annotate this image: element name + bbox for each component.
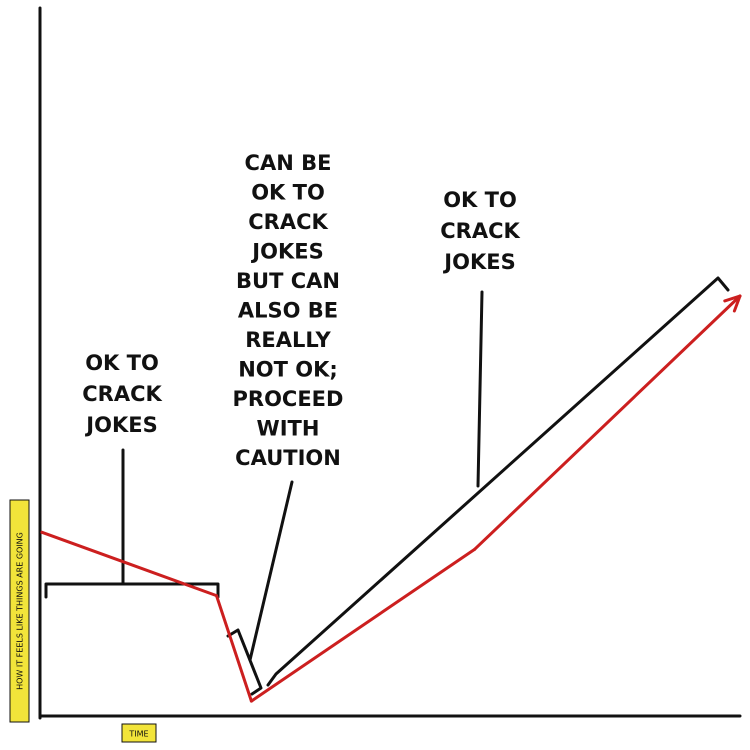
data-point-0 (40, 530, 44, 534)
annotation-line: OK TO (85, 351, 159, 375)
data-point-1 (215, 594, 218, 598)
annotation-proceed-with-caution: CAN BE OK TO CRACK JOKES BUT CAN ALSO BE REALL… (233, 151, 344, 470)
annotation-ok-to-crack-jokes-left: OK TO CRACK JOKES (82, 351, 162, 437)
annotation-line: CRACK (248, 210, 328, 234)
annotation-line: OK TO (443, 188, 517, 212)
x-axis-label: TIME (121, 723, 157, 743)
data-point-3 (473, 547, 477, 551)
brace-segment-1 (44, 448, 220, 599)
brace-segment-3 (266, 276, 730, 687)
annotation-line: JOKES (84, 413, 157, 437)
x-axis-label-text: TIME (128, 730, 148, 739)
arrow-head (723, 294, 742, 313)
annotation-line: JOKES (250, 240, 323, 264)
annotation-line: WITH (257, 417, 320, 441)
brace-segment-2 (226, 480, 294, 696)
data-point-2 (249, 699, 253, 703)
annotation-ok-to-crack-jokes-right: OK TO CRACK JOKES (440, 188, 520, 274)
annotation-line: PROCEED (233, 387, 344, 411)
annotation-line: CAN BE (245, 151, 332, 175)
y-axis-label-text: HOW IT FEELS LIKE THINGS ARE GOING (16, 532, 25, 690)
y-axis-label: HOW IT FEELS LIKE THINGS ARE GOING (9, 499, 30, 723)
annotation-line: CRACK (82, 382, 162, 406)
annotation-line: REALLY (245, 328, 331, 352)
annotation-line: BUT CAN (236, 269, 340, 293)
annotation-line: JOKES (442, 250, 515, 274)
annotation-line: OK TO (251, 181, 325, 205)
annotation-line: NOT OK; (238, 358, 338, 382)
annotation-line: CAUTION (235, 446, 341, 470)
annotation-line: ALSO BE (238, 299, 338, 323)
annotation-line: CRACK (440, 219, 520, 243)
